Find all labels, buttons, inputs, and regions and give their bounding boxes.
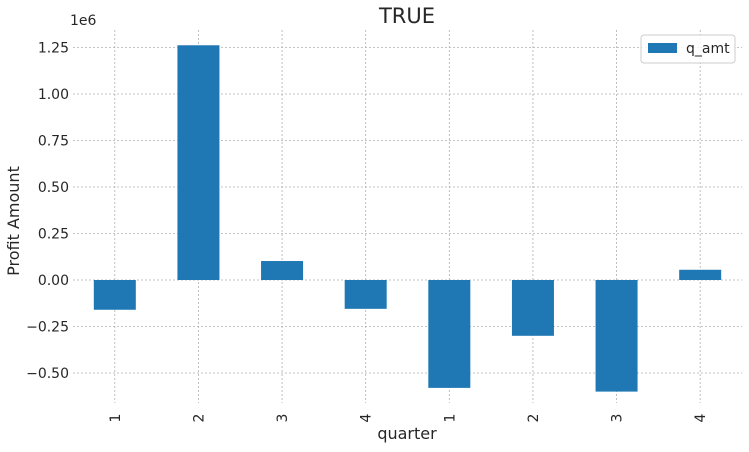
y-gridlines [73, 47, 742, 374]
y-tick-labels: −0.50 −0.25 0.00 0.25 0.50 0.75 1.00 1.25 [26, 41, 69, 383]
bar [93, 280, 136, 310]
bar [177, 45, 220, 280]
x-tick-label: 4 [359, 413, 375, 422]
y-tick-label: 1.00 [38, 87, 69, 103]
x-axis-label: quarter [377, 424, 437, 443]
x-tick-label: 3 [275, 414, 291, 423]
bar [595, 280, 638, 392]
y-tick-label: 1.25 [38, 41, 69, 57]
legend-swatch-q_amt [648, 43, 677, 53]
y-tick-label: 0.00 [38, 273, 69, 289]
x-tick-label: 1 [108, 414, 124, 423]
y-tick-label: 0.25 [38, 227, 69, 243]
bars [93, 45, 722, 392]
y-tick-label: 0.75 [38, 134, 69, 150]
x-tick-labels: 1 2 3 4 1 2 3 4 [108, 413, 709, 422]
y-tick-label: −0.50 [26, 366, 69, 382]
bar [511, 280, 554, 336]
x-tick-label: 1 [442, 414, 458, 423]
bar [679, 269, 722, 280]
x-tick-label: 3 [610, 414, 626, 423]
x-tick-label: 2 [191, 414, 207, 423]
legend-box [640, 34, 736, 64]
chart-title: TRUE [378, 4, 435, 28]
x-tick-label: 2 [526, 414, 542, 423]
y-axis-label: Profit Amount [4, 166, 23, 276]
x-tick-label: 4 [693, 413, 709, 422]
legend-label-q_amt: q_amt [686, 41, 730, 57]
bar [344, 280, 387, 309]
legend: q_amt [640, 34, 736, 64]
y-axis-offset-label: 1e6 [70, 13, 97, 29]
bar [261, 261, 304, 280]
bar [428, 280, 471, 388]
y-tick-label: −0.25 [26, 320, 69, 336]
y-tick-label: 0.50 [38, 180, 69, 196]
